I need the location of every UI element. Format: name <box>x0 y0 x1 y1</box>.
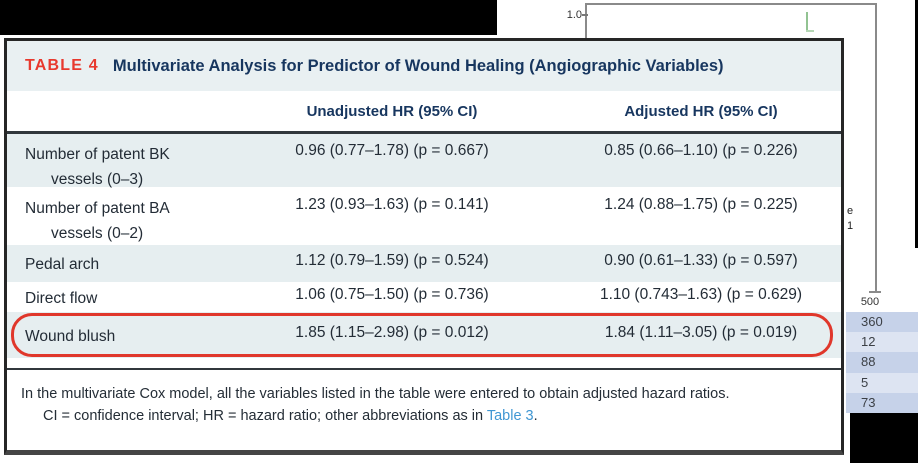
table-body: Number of patent BK vessels (0–3) 0.96 (0.… <box>7 134 841 358</box>
x-axis-tick-label: 500 <box>860 296 880 308</box>
row-label: Direct flow <box>25 290 98 307</box>
spreadsheet-cell: 5 <box>846 372 918 393</box>
clipped-text-fragment: 1 <box>847 220 854 232</box>
table-row: Pedal arch 1.12 (0.79–1.59) (p = 0.524) 0.… <box>7 245 841 282</box>
table-row: Direct flow 1.06 (0.75–1.50) (p = 0.736) 1… <box>7 282 841 312</box>
y-axis-tick <box>582 14 588 16</box>
spreadsheet-cell: 12 <box>846 332 918 353</box>
table3-link[interactable]: Table 3 <box>486 408 534 425</box>
table-title: Multivariate Analysis for Predictor of W… <box>112 56 724 75</box>
table-row: Wound blush 1.85 (1.15–2.98) (p = 0.012) 1… <box>7 312 841 358</box>
adjusted-hr-value: 0.90 (0.61–1.33) (p = 0.597) <box>604 252 798 269</box>
adjusted-hr-value: 1.84 (1.11–3.05) (p = 0.019) <box>604 324 798 341</box>
row-label: Number of patent BA vessels (0–2) <box>25 200 170 242</box>
table-number-label: TABLE 4 <box>25 57 99 74</box>
table-footnote: In the multivariate Cox model, all the v… <box>7 370 841 428</box>
adjusted-hr-value: 1.10 (0.743–1.63) (p = 0.629) <box>599 286 803 303</box>
table-row: Number of patent BK vessels (0–3) 0.96 (0.… <box>7 134 841 188</box>
header-adjusted-hr: Adjusted HR (95% CI) <box>624 102 778 120</box>
clipped-text-fragment: e <box>847 205 854 217</box>
row-label: Wound blush <box>25 328 116 345</box>
x-axis-tick <box>869 291 881 293</box>
row-label: Number of patent BK vessels (0–3) <box>25 146 170 188</box>
spreadsheet-cell: 360 <box>846 312 918 333</box>
adjusted-hr-value: 0.85 (0.66–1.10) (p = 0.226) <box>604 142 798 159</box>
spreadsheet-cell: 88 <box>846 352 918 373</box>
unadjusted-hr-value: 1.85 (1.15–2.98) (p = 0.012) <box>295 324 489 341</box>
footnote-line2: CI = confidence interval; HR = hazard ra… <box>21 405 827 427</box>
footnote-separator <box>7 358 841 370</box>
redaction-block-bottom-right <box>850 413 918 463</box>
footnote-line1: In the multivariate Cox model, all the v… <box>21 386 730 402</box>
table-header-row: Unadjusted HR (95% CI) Adjusted HR (95% … <box>7 91 841 134</box>
spreadsheet-number-column: 360 12 88 5 73 <box>846 312 918 413</box>
footnote-line2-period: . <box>533 408 538 425</box>
unadjusted-hr-value: 0.96 (0.77–1.78) (p = 0.667) <box>295 142 489 159</box>
header-unadjusted-hr: Unadjusted HR (95% CI) <box>306 102 478 120</box>
redaction-bar-top <box>0 0 497 35</box>
adjusted-hr-value: 1.24 (0.88–1.75) (p = 0.225) <box>604 196 798 213</box>
unadjusted-hr-value: 1.06 (0.75–1.50) (p = 0.736) <box>295 286 489 303</box>
row-label: Pedal arch <box>25 256 100 273</box>
chart-frame-top-line <box>585 3 877 5</box>
chart-frame-left-line <box>585 3 587 39</box>
unadjusted-hr-value: 1.23 (0.93–1.63) (p = 0.141) <box>295 196 489 213</box>
table4-card: TABLE 4 Multivariate Analysis for Predic… <box>4 38 844 455</box>
footnote-line2-text: CI = confidence interval; HR = hazard ra… <box>43 408 487 425</box>
table-title-band: TABLE 4 Multivariate Analysis for Predic… <box>7 41 841 91</box>
km-censor-mark <box>806 12 808 32</box>
km-censor-mark-foot <box>806 30 814 32</box>
redaction-strip-right <box>915 0 918 248</box>
y-axis-tick-label: 1.0 <box>566 9 582 21</box>
table-row: Number of patent BA vessels (0–2) 1.23 (0.… <box>7 187 841 245</box>
unadjusted-hr-value: 1.12 (0.79–1.59) (p = 0.524) <box>295 252 489 269</box>
chart-frame-right-line <box>875 3 877 293</box>
spreadsheet-cell: 73 <box>846 392 918 413</box>
